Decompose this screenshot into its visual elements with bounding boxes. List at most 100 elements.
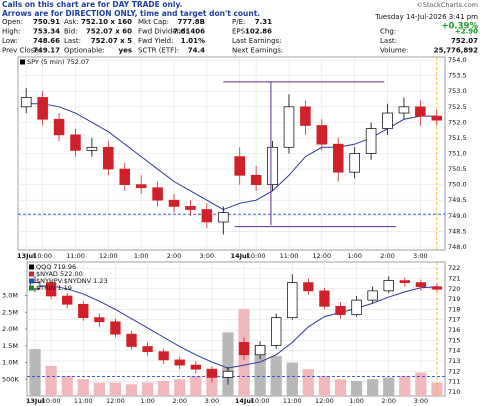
volume-tick-label: 500K [2, 375, 19, 383]
candle-body [190, 364, 201, 370]
x-tick-label: 11:00 [74, 397, 93, 405]
volume-bar [350, 380, 363, 396]
y-tick-label: 722 [448, 264, 460, 272]
y-tick-label: 710 [448, 388, 460, 396]
candle-body [20, 97, 32, 108]
quote-volume-label: Volume: [380, 47, 408, 55]
volume-bar [29, 349, 41, 396]
y-tick-label: 750.0 [448, 181, 467, 189]
x-tick-label: 1:00 [140, 397, 155, 405]
legend-swatch [29, 271, 34, 277]
quote-value: 7.61406 [173, 28, 205, 36]
candle-body [383, 280, 394, 292]
candle-body [238, 342, 250, 356]
y-tick-label: 720 [448, 285, 460, 293]
x-tick-label: 1:00 [349, 397, 364, 405]
quote-datetime: Tuesday 14-Jul-2026 3:41 pm [374, 13, 478, 21]
volume-bar [174, 379, 186, 396]
x-tick-label: 13Jul [26, 397, 44, 405]
candle-body [158, 351, 169, 361]
x-tick-label: 10:00 [247, 252, 266, 260]
quote-label: Low: [2, 37, 18, 45]
quote-value: 1.01% [181, 37, 205, 45]
quote-value: 74.4 [188, 47, 205, 55]
y-tick-label: 718 [448, 305, 460, 313]
quote-label: Last Earnings: [232, 37, 282, 45]
candle-body [335, 305, 346, 315]
y-tick-label: 748.0 [448, 243, 467, 251]
volume-bar [334, 379, 347, 396]
volume-bar [125, 384, 138, 396]
quote-value: 750.91 [33, 18, 60, 26]
candle-body [431, 286, 443, 290]
x-tick-label: 2:00 [381, 397, 396, 405]
x-tick-label: 10:00 [42, 397, 61, 405]
candle-body [62, 295, 73, 305]
candle-body [86, 146, 98, 151]
quote-label: Bid: [64, 28, 78, 36]
y-tick-label: 748.5 [448, 227, 467, 235]
candle-body [254, 345, 266, 356]
candle-body [185, 206, 196, 210]
volume-bar [61, 375, 73, 396]
volume-bar [270, 355, 282, 396]
x-tick-label: 2:00 [172, 397, 187, 405]
candle-body [142, 346, 153, 353]
volume-bar [254, 345, 266, 396]
volume-bar [383, 377, 395, 396]
candle-body [415, 106, 426, 117]
quote-label: P/E: [232, 18, 245, 26]
candle-body [399, 280, 410, 283]
x-tick-label: 11:00 [283, 397, 302, 405]
quote-value: 777.8B [178, 18, 205, 26]
candle-body [45, 282, 57, 297]
x-tick-label: 12:00 [312, 252, 331, 260]
y-tick-label: 713 [448, 357, 460, 365]
volume-bar [158, 380, 170, 396]
quote-label: Optionable: [64, 47, 105, 55]
quote-value: 749.17 [33, 47, 60, 55]
credit: ©StockCharts.com [416, 1, 478, 9]
candle-body [174, 359, 185, 366]
y-tick-label: 752.0 [448, 118, 467, 126]
candle-body [168, 199, 180, 207]
candle-body [206, 368, 218, 378]
volume-bar [367, 379, 379, 396]
candle-body [415, 282, 427, 288]
quote-label: Last: [64, 37, 81, 45]
candle-body [316, 125, 328, 145]
x-tick-label: 11:00 [280, 252, 299, 260]
legend-text: $TRIN 1.19 [36, 284, 72, 292]
volume-bar [415, 372, 427, 396]
volume-bar [109, 382, 122, 396]
y-tick-label: 721 [448, 274, 460, 282]
candle-body [78, 303, 89, 319]
candle-body [110, 321, 121, 335]
legend-text: $NYUPV:$NYDNV 1.23 [36, 277, 108, 285]
candle-body [250, 174, 262, 185]
y-tick-label: 754.0 [448, 56, 467, 64]
x-tick-label: 3:00 [200, 252, 215, 260]
y-tick-label: 753.5 [448, 72, 467, 80]
candle-body [367, 290, 378, 301]
candle-body [218, 212, 229, 223]
y-tick-label: 715 [448, 336, 460, 344]
note: Calls on this chart are for DAY TRADE on… [2, 0, 183, 9]
candle-body [201, 209, 213, 223]
x-tick-label: 11:00 [66, 252, 85, 260]
volume-bar [93, 382, 105, 396]
candle-body [283, 106, 295, 148]
quote-chg-label: Chg: [380, 28, 396, 36]
quote-value: yes [119, 47, 132, 55]
x-tick-label: 12:00 [315, 397, 334, 405]
volume-bar [222, 332, 234, 396]
y-tick-label: 753.0 [448, 87, 467, 95]
candle-body [398, 106, 410, 114]
x-tick-label: 14Jul [235, 397, 253, 405]
x-tick-label: 2:00 [380, 252, 395, 260]
volume-tick-label: 1.0M [2, 359, 18, 367]
candle-body [319, 290, 330, 307]
candle-body [234, 156, 245, 176]
y-tick-label: 751.0 [448, 150, 467, 158]
